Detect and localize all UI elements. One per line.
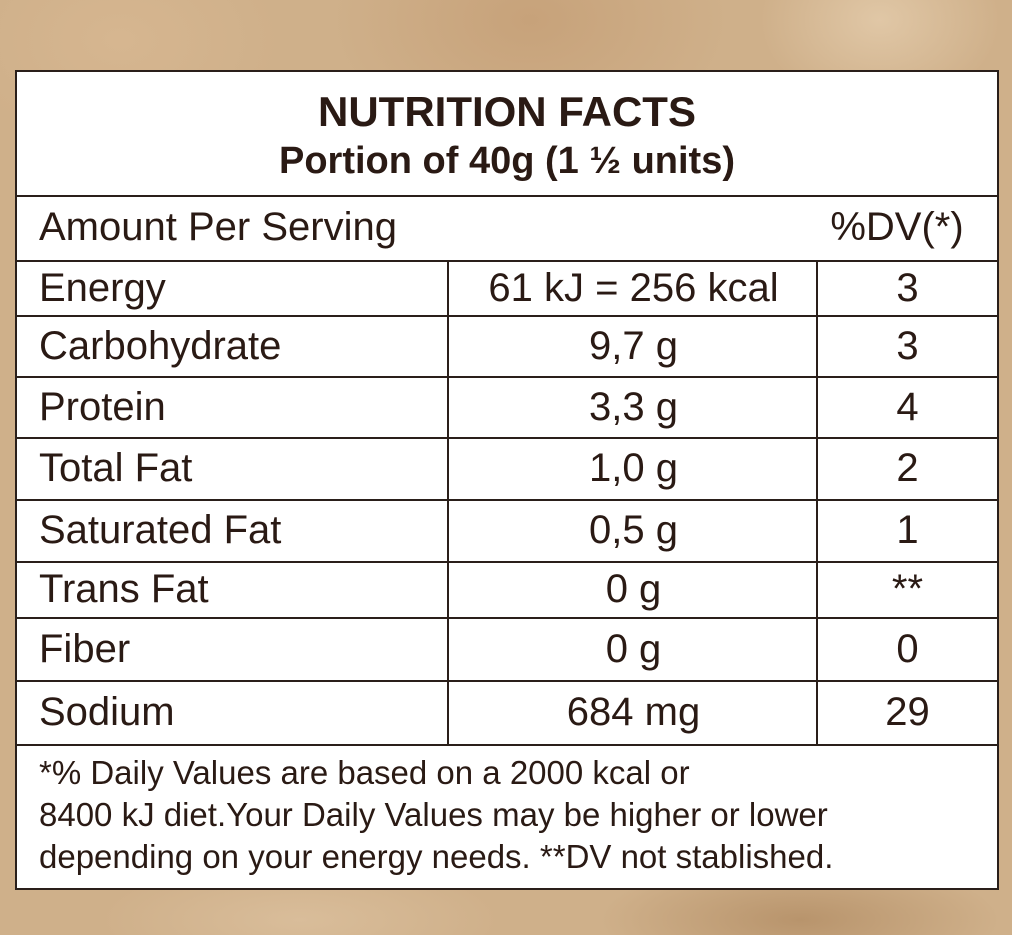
- nutrient-dv: 3: [896, 323, 919, 368]
- nutrient-dv: 4: [896, 384, 919, 429]
- nutrient-amount: 0 g: [605, 567, 662, 611]
- nutrient-amount: 684 mg: [566, 690, 701, 734]
- column-header: Amount Per Serving: [39, 205, 397, 249]
- title: NUTRITION FACTS: [318, 88, 696, 135]
- divider: [17, 376, 997, 378]
- nutrient-dv: 29: [885, 690, 930, 734]
- nutrient-dv: 3: [896, 265, 919, 310]
- nutrient-amount: 0,5 g: [589, 508, 678, 552]
- nutrient-dv: 2: [896, 446, 919, 490]
- subtitle: Portion of 40g (1 ½ units): [278, 140, 736, 182]
- divider: [447, 262, 449, 746]
- divider: [17, 680, 997, 682]
- nutrient-amount: 9,7 g: [589, 323, 678, 368]
- nutrient-dv: 1: [896, 508, 919, 552]
- nutrition-label: NUTRITION FACTS Portion of 40g (1 ½ unit…: [15, 70, 999, 890]
- divider: [816, 262, 818, 746]
- nutrient-name: Fiber: [39, 626, 131, 671]
- nutrient-amount: 0 g: [605, 626, 662, 671]
- nutrient-dv: 0: [896, 626, 919, 671]
- footnote: 8400 kJ diet.Your Daily Values may be hi…: [39, 796, 828, 833]
- nutrient-name: Saturated Fat: [39, 508, 282, 552]
- divider: [17, 437, 997, 439]
- nutrient-name: Carbohydrate: [39, 323, 282, 368]
- divider: [17, 617, 997, 619]
- nutrient-name: Trans Fat: [39, 567, 209, 611]
- footnote: depending on your energy needs. **DV not…: [39, 838, 834, 875]
- divider: [17, 499, 997, 501]
- nutrient-amount: 1,0 g: [589, 446, 678, 490]
- divider: [17, 744, 997, 746]
- nutrient-name: Protein: [39, 384, 166, 429]
- divider: [17, 195, 997, 197]
- column-header: %DV(*): [830, 205, 964, 249]
- nutrient-name: Energy: [39, 265, 166, 310]
- nutrient-amount: 61 kJ = 256 kcal: [488, 265, 779, 310]
- nutrient-name: Sodium: [39, 690, 175, 734]
- divider: [17, 260, 997, 262]
- divider: [17, 315, 997, 317]
- nutrient-name: Total Fat: [39, 446, 193, 490]
- nutrient-dv: **: [891, 567, 924, 611]
- footnote: *% Daily Values are based on a 2000 kcal…: [39, 754, 690, 791]
- nutrient-amount: 3,3 g: [589, 384, 678, 429]
- divider: [17, 561, 997, 563]
